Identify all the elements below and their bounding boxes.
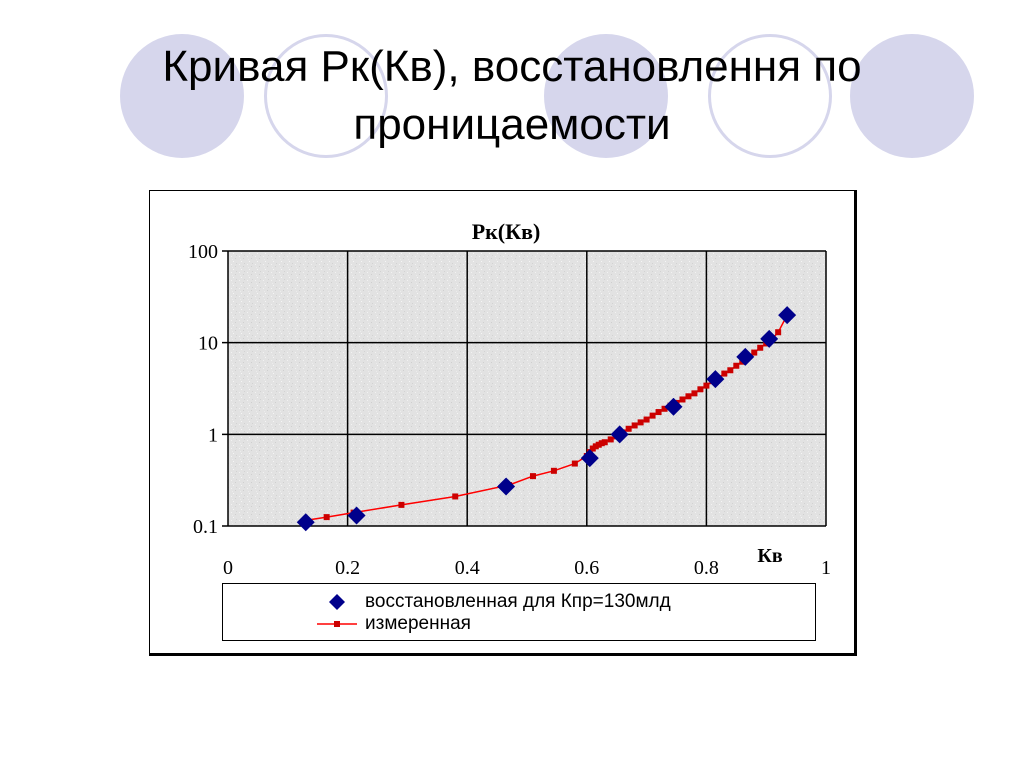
measured-point: [691, 390, 698, 397]
x-tick-label: 1: [821, 557, 831, 579]
measured-point: [637, 419, 644, 426]
decor-ring-1: [264, 34, 388, 158]
measured-point: [631, 422, 638, 429]
legend-item-restored: восстановленная для Кпр=130млд: [223, 590, 815, 614]
measured-point: [550, 467, 557, 474]
slide-title: Кривая Рк(Кв), восстановлення по проница…: [80, 38, 944, 154]
chart-svg: Рк(Кв) 0.1 1 10 100 0 0.2 0.4 0.6 0.8 1 Кв: [188, 219, 831, 579]
chart-frame: Рк(Кв) 0.1 1 10 100 0 0.2 0.4 0.6 0.8 1 Кв восст…: [149, 190, 857, 656]
series-restored: [296, 306, 797, 532]
measured-point: [727, 367, 734, 374]
legend-item-measured: измеренная: [223, 612, 815, 636]
x-tick-labels: 0 0.2 0.4 0.6 0.8 1: [223, 557, 831, 579]
restored-point: [580, 449, 599, 468]
decor-ring-2: [708, 34, 832, 158]
decor-circle-3: [850, 34, 974, 158]
measured-point: [649, 412, 656, 419]
chart-legend: восстановленная для Кпр=130млд измеренна…: [222, 583, 816, 641]
y-tick-label: 10: [198, 333, 218, 355]
y-tick-label: 100: [188, 241, 218, 263]
measured-point: [643, 416, 650, 423]
restored-point: [706, 370, 725, 389]
restored-point: [347, 506, 366, 525]
x-tick-label: 0.4: [455, 557, 480, 579]
measured-point: [733, 362, 740, 369]
restored-point: [664, 397, 683, 416]
measured-point: [685, 393, 692, 400]
measured-point: [721, 370, 728, 377]
decor-circle-1: [120, 34, 244, 158]
measured-point: [571, 460, 578, 467]
restored-point: [778, 306, 797, 325]
grid-layer: [222, 250, 827, 527]
chart-title: Рк(Кв): [472, 219, 541, 244]
restored-point: [497, 477, 516, 496]
restored-point: [296, 513, 315, 532]
restored-point: [760, 329, 779, 348]
x-tick-label: 0.8: [694, 557, 719, 579]
legend-marker-diamond: [329, 594, 345, 610]
measured-point: [703, 382, 710, 389]
measured-point: [607, 436, 614, 443]
measured-point: [655, 409, 662, 416]
decor-circle-2: [544, 34, 668, 158]
x-tick-label: 0: [223, 557, 233, 579]
measured-point: [398, 501, 405, 508]
measured-point: [323, 514, 330, 521]
x-tick-label: 0.6: [574, 557, 599, 579]
measured-point: [751, 349, 758, 356]
measured-point: [679, 396, 686, 403]
restored-point: [736, 347, 755, 366]
x-axis-label: Кв: [757, 545, 783, 567]
y-tick-label: 1: [208, 424, 218, 446]
y-tick-label: 0.1: [193, 516, 218, 538]
y-tick-labels: 0.1 1 10 100: [188, 241, 218, 538]
measured-point: [697, 386, 704, 393]
measured-point: [661, 405, 668, 412]
measured-point: [452, 493, 459, 500]
slide-title-line-2: проницаемости: [353, 100, 671, 149]
legend-marker-line: [317, 621, 357, 627]
restored-point: [610, 425, 629, 444]
measured-point: [625, 425, 632, 432]
legend-label-restored: восстановленная для Кпр=130млд: [365, 591, 671, 612]
slide-title-line-1: Кривая Рк(Кв), восстановлення по: [162, 42, 862, 91]
measured-point: [775, 329, 782, 336]
measured-point: [601, 439, 608, 446]
x-tick-label: 0.2: [335, 557, 360, 579]
plot-area: [228, 251, 826, 526]
measured-point: [529, 473, 536, 480]
legend-label-measured: измеренная: [365, 613, 471, 634]
measured-point: [757, 344, 764, 351]
